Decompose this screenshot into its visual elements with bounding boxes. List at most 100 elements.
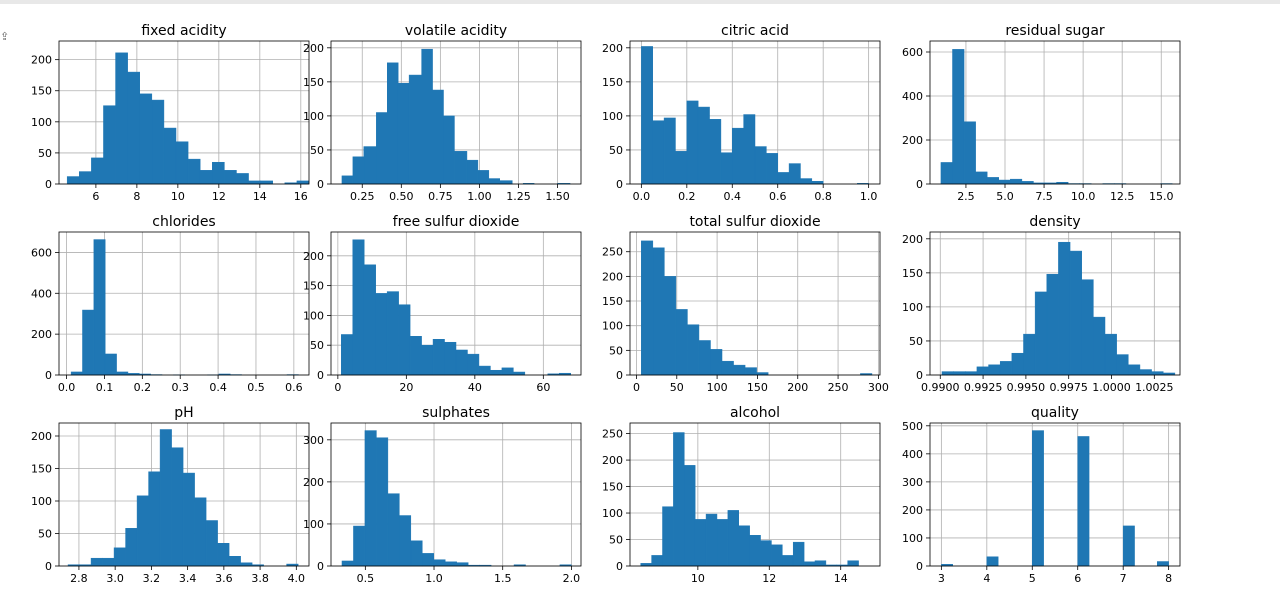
y-tick-label: 200: [31, 430, 52, 443]
histogram-bar: [260, 180, 273, 185]
x-tick-label: 0.9900: [921, 381, 960, 394]
histogram-bar: [811, 181, 824, 185]
histogram-bar: [721, 360, 734, 376]
chart-title: pH: [174, 405, 193, 421]
x-tick-label: 7: [1120, 572, 1127, 585]
histogram-fixed-acidity: fixed acidity 6 8 10 12 14 16 0 50 100 150 200: [31, 23, 310, 203]
histogram-total-sulfur-dioxide: total sulfur dioxide 0 50 100 150 200 250 300 0 5…: [602, 214, 889, 394]
plot-frame: [330, 422, 582, 567]
plot-frame: [629, 231, 881, 376]
y-tick-label: 100: [902, 532, 923, 545]
histogram-chlorides: chlorides 0.0 0.1 0.2 0.3 0.4 0.5 0.6 0 200 400 600: [31, 214, 310, 394]
y-tick-label: 0: [916, 178, 923, 191]
histogram-bar: [375, 293, 388, 376]
y-tick-label: 250: [602, 428, 623, 441]
y-tick-label: 0: [916, 369, 923, 382]
histogram-bar: [488, 178, 500, 185]
histogram-bar: [792, 541, 805, 567]
histogram-bar: [102, 557, 115, 567]
x-tick-label: 0.1: [96, 381, 114, 394]
histogram-bar: [501, 367, 514, 376]
histogram-bar: [652, 247, 665, 376]
x-tick-label: 200: [787, 381, 808, 394]
histogram-bar: [363, 146, 377, 185]
y-tick-label: 200: [602, 270, 623, 283]
histogram-bar: [456, 562, 469, 567]
y-tick-label: 150: [31, 85, 52, 98]
histogram-bar: [217, 543, 230, 567]
histogram-bar: [1069, 250, 1082, 376]
x-tick-label: 15.0: [1149, 190, 1174, 203]
x-tick-label: 50: [670, 381, 684, 394]
histogram-bar: [352, 156, 365, 185]
histogram-bar: [148, 471, 161, 567]
y-tick-label: 200: [31, 54, 52, 67]
histogram-bar: [760, 540, 772, 567]
histogram-bar: [733, 364, 746, 376]
histogram-bar: [341, 560, 354, 567]
histogram-bar: [151, 99, 165, 185]
x-tick-label: 3.0: [106, 572, 124, 585]
histogram-bar: [998, 179, 1011, 185]
x-tick-label: 0.4: [724, 190, 742, 203]
y-tick-label: 50: [38, 528, 52, 541]
plot-frame: [629, 40, 881, 185]
histogram-bar: [1077, 436, 1090, 567]
y-tick-label: 100: [31, 116, 52, 129]
histogram-bar: [82, 309, 95, 376]
histogram-bar: [399, 515, 412, 567]
plot-frame: [58, 40, 310, 185]
histogram-bar: [386, 291, 399, 376]
x-tick-label: 1.0025: [1135, 381, 1174, 394]
y-tick-label: 200: [902, 134, 923, 147]
x-tick-label: 0.9925: [964, 381, 1003, 394]
x-tick-label: 60: [536, 381, 550, 394]
histogram-bar: [716, 519, 729, 567]
histogram-bar: [965, 371, 978, 376]
x-tick-label: 10: [691, 572, 705, 585]
x-tick-label: 12.5: [1110, 190, 1135, 203]
x-tick-label: 0.3: [171, 381, 189, 394]
chart-title: citric acid: [721, 23, 789, 39]
x-tick-label: 1.5: [494, 572, 512, 585]
histogram-bar: [224, 170, 237, 185]
histogram-bar: [1139, 369, 1152, 376]
histogram-residual-sugar: residual sugar 2.5 5.0 7.5 10.0 12.5 15.0 0 200 4…: [902, 23, 1181, 203]
histogram-bar: [433, 559, 446, 567]
histogram-bar: [432, 339, 445, 376]
histogram-bar: [240, 562, 253, 567]
histogram-bar: [408, 74, 422, 185]
x-tick-label: 14: [253, 190, 267, 203]
y-tick-label: 150: [602, 76, 623, 89]
y-tick-label: 400: [31, 287, 52, 300]
histogram-bar: [455, 349, 468, 376]
histogram-bar: [116, 371, 129, 376]
y-tick-label: 300: [303, 434, 324, 447]
histogram-bar: [171, 447, 184, 567]
histogram-bar: [341, 175, 354, 185]
x-tick-label: 0.25: [350, 190, 375, 203]
histogram-bar: [182, 472, 195, 567]
histogram-bar: [398, 304, 411, 376]
x-tick-label: 1.50: [545, 190, 570, 203]
x-tick-label: 1.0: [860, 190, 878, 203]
histogram-bar: [397, 82, 410, 185]
histogram-bar: [709, 119, 722, 185]
histogram-bar: [296, 180, 310, 185]
histogram-bar: [422, 553, 434, 567]
histogram-bar: [159, 429, 172, 567]
y-tick-label: 150: [602, 295, 623, 308]
histogram-bar: [341, 334, 353, 376]
y-tick-label: 0: [317, 178, 324, 191]
histogram-bar: [205, 520, 218, 567]
histogram-bar: [1046, 273, 1059, 376]
histogram-bar: [477, 170, 490, 185]
histogram-bar: [999, 361, 1013, 376]
y-tick-label: 0: [616, 369, 623, 382]
output-icon[interactable]: ⇪: [0, 30, 10, 43]
histogram-bar: [490, 369, 503, 376]
histogram-bar: [788, 163, 801, 185]
y-tick-label: 600: [902, 46, 923, 59]
histogram-bar: [513, 371, 526, 376]
